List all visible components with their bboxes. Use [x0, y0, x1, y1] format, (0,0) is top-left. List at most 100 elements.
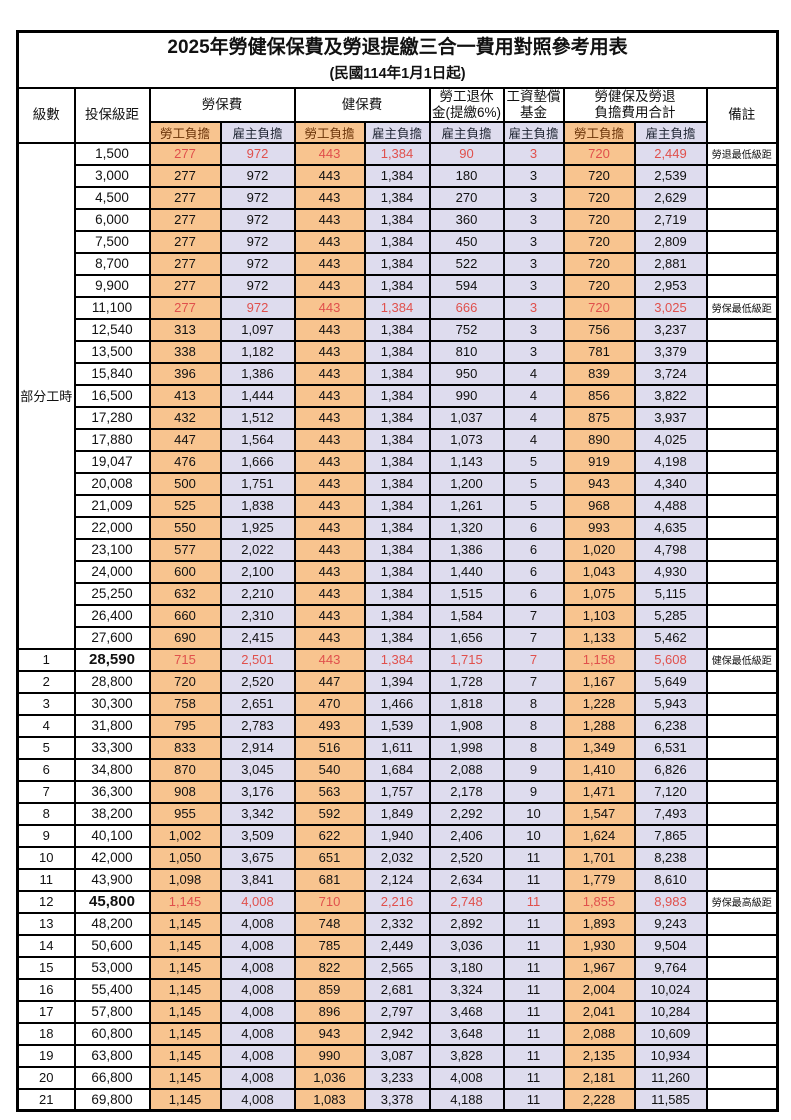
fee-cell: 2,032: [363, 845, 431, 870]
bracket-cell: 23,100: [73, 537, 151, 562]
bracket-cell: 17,880: [73, 427, 151, 452]
fee-cell: 4,008: [219, 1065, 296, 1090]
fee-cell: 10: [502, 823, 565, 848]
fee-cell: 1,098: [148, 867, 222, 892]
fee-cell: 443: [293, 361, 366, 386]
fee-cell: 972: [219, 141, 296, 166]
table-row: 11 43,900 1,098 3,841 681 2,124 2,634 11 1,779 8,…: [16, 867, 779, 892]
header-line: 工資墊償: [506, 88, 561, 104]
fee-cell: 277: [148, 141, 222, 166]
fee-cell: 1,228: [562, 691, 636, 716]
fee-cell: 1,145: [148, 1065, 222, 1090]
fee-cell: 600: [148, 559, 222, 584]
fee-cell: 1,384: [363, 163, 431, 188]
fee-cell: 875: [562, 405, 636, 430]
fee-cell: 594: [428, 273, 505, 298]
fee-cell: 1,384: [363, 493, 431, 518]
fee-cell: 890: [562, 427, 636, 452]
fee-cell: 3: [502, 185, 565, 210]
fee-cell: 968: [562, 493, 636, 518]
fee-cell: 3,342: [219, 801, 296, 826]
fee-cell: 651: [293, 845, 366, 870]
bracket-cell: 66,800: [73, 1065, 151, 1090]
fee-cell: 4: [502, 405, 565, 430]
remark-cell: [705, 691, 779, 716]
fee-cell: 839: [562, 361, 636, 386]
fee-cell: 2,881: [633, 251, 708, 276]
fee-cell: 5: [502, 449, 565, 474]
group-header-row: 級數 投保級距 勞保費 健保費 勞工退休 金(提繳6%) 工資墊償 基金 勞健保…: [16, 86, 779, 144]
level-cell: 19: [16, 1043, 76, 1068]
fee-cell: 4: [502, 361, 565, 386]
fee-cell: 660: [148, 603, 222, 628]
table-row: 6 34,800 870 3,045 540 1,684 2,088 9 1,410 6,826: [16, 757, 779, 782]
fee-cell: 1,384: [363, 185, 431, 210]
fee-cell: 443: [293, 163, 366, 188]
fee-cell: 4,008: [219, 999, 296, 1024]
table-row: 8,700 277 972 443 1,384 522 3 720 2,881: [18, 251, 779, 276]
fee-cell: 10,609: [633, 1021, 708, 1046]
fee-cell: 11: [502, 1065, 565, 1090]
table-row: 4 31,800 795 2,783 493 1,539 1,908 8 1,288 6,238: [16, 713, 779, 738]
fee-cell: 2,124: [363, 867, 431, 892]
remark-cell: [705, 471, 779, 496]
level-cell: 16: [16, 977, 76, 1002]
bracket-cell: 55,400: [73, 977, 151, 1002]
fee-cell: 1,908: [428, 713, 505, 738]
table-row: 13,500 338 1,182 443 1,384 810 3 781 3,379: [18, 339, 779, 364]
fee-cell: 1,158: [562, 647, 636, 672]
remark-cell: [705, 1043, 779, 1068]
fee-cell: 3,180: [428, 955, 505, 980]
fee-cell: 443: [293, 647, 366, 672]
fee-cell: 1,384: [363, 317, 431, 342]
fee-cell: 1,444: [219, 383, 296, 408]
bracket-cell: 12,540: [73, 317, 151, 342]
fee-cell: 1,261: [428, 493, 505, 518]
remark-cell: [705, 933, 779, 958]
fee-cell: 432: [148, 405, 222, 430]
fee-cell: 3,237: [633, 317, 708, 342]
level-cell-part-time: 部分工時: [16, 141, 76, 650]
table-row: 19,047 476 1,666 443 1,384 1,143 5 919 4,198: [18, 449, 779, 474]
fee-cell: 277: [148, 251, 222, 276]
fee-cell: 1,547: [562, 801, 636, 826]
fee-cell: 4,025: [633, 427, 708, 452]
remark-cell: [705, 229, 779, 254]
fee-cell: 1,967: [562, 955, 636, 980]
fee-cell: 919: [562, 449, 636, 474]
remark-cell: [705, 361, 779, 386]
col-header-labor-insurance: 勞保費: [148, 86, 296, 123]
level-cell: 14: [16, 933, 76, 958]
fee-cell: 785: [293, 933, 366, 958]
fee-cell: 2,210: [219, 581, 296, 606]
fee-cell: 1,855: [562, 889, 636, 914]
fee-cell: 1,384: [363, 581, 431, 606]
fee-cell: 443: [293, 207, 366, 232]
fee-cell: 1,384: [363, 361, 431, 386]
fee-cell: 3,841: [219, 867, 296, 892]
fee-cell: 1,384: [363, 295, 431, 320]
fee-cell: 720: [562, 251, 636, 276]
fee-cell: 896: [293, 999, 366, 1024]
fee-cell: 1,145: [148, 977, 222, 1002]
fee-cell: 2,634: [428, 867, 505, 892]
fee-cell: 5,462: [633, 625, 708, 650]
fee-cell: 2,178: [428, 779, 505, 804]
bracket-cell: 11,100: [73, 295, 151, 320]
level-cell: 15: [16, 955, 76, 980]
bracket-cell: 43,900: [73, 867, 151, 892]
remark-cell: [705, 273, 779, 298]
level-cell: 8: [16, 801, 76, 826]
table-row: 6,000 277 972 443 1,384 360 3 720 2,719: [18, 207, 779, 232]
bracket-cell: 50,600: [73, 933, 151, 958]
fee-cell: 720: [562, 229, 636, 254]
fee-cell: 1,384: [363, 603, 431, 628]
fee-cell: 3,378: [363, 1087, 431, 1112]
fee-cell: 943: [293, 1021, 366, 1046]
table-row: 15 53,000 1,145 4,008 822 2,565 3,180 11 1,967 9,…: [16, 955, 779, 980]
fee-cell: 1,384: [363, 515, 431, 540]
remark-cell: [705, 735, 779, 760]
table-row: 16 55,400 1,145 4,008 859 2,681 3,324 11 2,004 10…: [16, 977, 779, 1002]
col-header-wage-fund: 工資墊償 基金: [502, 86, 565, 123]
fee-cell: 5: [502, 493, 565, 518]
